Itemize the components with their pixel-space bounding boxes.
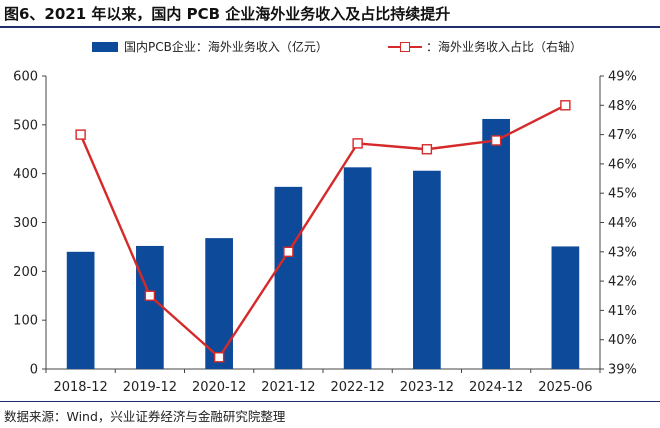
share-point xyxy=(490,135,502,146)
bar xyxy=(551,246,580,369)
left-tick-label: 400 xyxy=(13,167,38,182)
right-tick-label: 40% xyxy=(608,333,637,348)
right-tick-label: 42% xyxy=(608,275,637,290)
x-tick-label: 2022-12 xyxy=(330,380,384,395)
bar xyxy=(274,186,303,369)
right-tick-label: 43% xyxy=(608,245,637,260)
share-point xyxy=(560,100,571,111)
left-tick-label: 100 xyxy=(13,314,38,329)
left-tick-label: 200 xyxy=(13,265,38,280)
share-point xyxy=(283,246,294,258)
legend-item-share: ：海外业务收入占比（右轴） xyxy=(388,38,582,55)
x-tick-label: 2019-12 xyxy=(123,380,177,395)
bar xyxy=(413,170,441,369)
share-point xyxy=(421,144,433,155)
left-tick-label: 0 xyxy=(30,363,38,378)
right-tick-label: 46% xyxy=(608,157,637,172)
share-point xyxy=(144,290,156,301)
chart-title: 图6、2021 年以来，国内 PCB 企业海外业务收入及占比持续提升 xyxy=(4,5,451,23)
chart-plot: 0 100 200 300 400 500 600 39% 40% 41% 42% 43% 44% 45%… xyxy=(13,70,637,396)
left-tick-label: 600 xyxy=(13,70,38,85)
x-tick-label: 2020-12 xyxy=(192,380,246,395)
right-tick-label: 39% xyxy=(608,363,637,378)
x-tick-label: 2021-12 xyxy=(261,380,315,395)
source-note: 数据来源：Wind，兴业证券经济与金融研究院整理 xyxy=(4,409,286,424)
share-point xyxy=(352,138,363,149)
share-point xyxy=(75,129,86,140)
legend-label-share: ：海外业务收入占比（右轴） xyxy=(426,40,583,54)
right-tick-label: 41% xyxy=(608,304,637,319)
right-tick-label: 47% xyxy=(608,128,637,143)
share-point xyxy=(213,352,225,363)
bar xyxy=(343,167,372,369)
legend-line-swatch xyxy=(388,41,422,53)
left-tick-label: 500 xyxy=(13,118,38,133)
bar xyxy=(66,251,95,369)
right-tick-label: 49% xyxy=(608,70,637,85)
left-tick-label: 300 xyxy=(13,216,38,231)
title-bar: 图6、2021 年以来，国内 PCB 企业海外业务收入及占比持续提升 xyxy=(0,0,660,28)
x-tick-label: 2024-12 xyxy=(469,380,523,395)
bar xyxy=(136,245,164,369)
legend-item-revenue: 国内PCB企业：海外业务收入（亿元） xyxy=(92,38,328,55)
share-line xyxy=(79,104,566,359)
x-tick-label: 2025-06 xyxy=(538,380,592,395)
bar xyxy=(482,118,510,370)
x-tick-label: 2018-12 xyxy=(53,380,107,395)
x-tick-label: 2023-12 xyxy=(400,380,454,395)
source-divider xyxy=(0,401,660,402)
chart-legend: 国内PCB企业：海外业务收入（亿元） ：海外业务收入占比（右轴） xyxy=(0,38,660,56)
legend-label-revenue: 国内PCB企业：海外业务收入（亿元） xyxy=(124,40,328,54)
bar xyxy=(205,238,233,369)
legend-bar-swatch xyxy=(92,41,118,52)
right-tick-label: 44% xyxy=(608,216,637,231)
right-tick-label: 45% xyxy=(608,187,637,202)
right-tick-label: 48% xyxy=(608,99,637,114)
